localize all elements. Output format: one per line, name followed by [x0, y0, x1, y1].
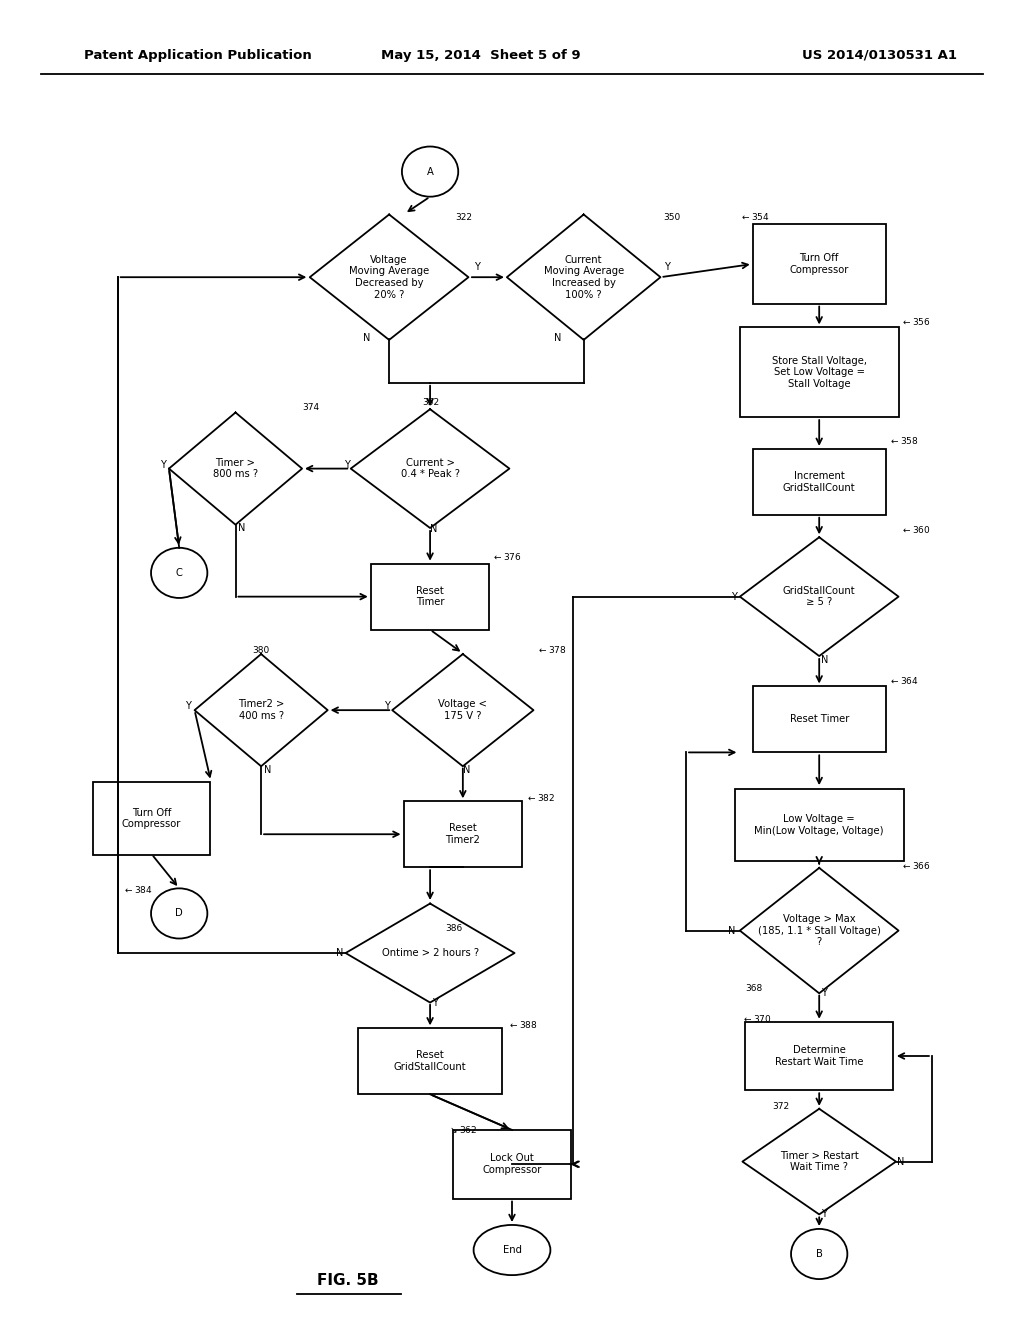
- Text: Reset
Timer2: Reset Timer2: [445, 824, 480, 845]
- Text: Timer2 >
400 ms ?: Timer2 > 400 ms ?: [238, 700, 285, 721]
- Text: C: C: [176, 568, 182, 578]
- Text: Y: Y: [432, 998, 438, 1008]
- Polygon shape: [350, 409, 510, 528]
- Ellipse shape: [152, 888, 207, 939]
- Ellipse shape: [791, 1229, 848, 1279]
- Text: Voltage > Max
(185, 1.1 * Stall Voltage)
?: Voltage > Max (185, 1.1 * Stall Voltage)…: [758, 913, 881, 948]
- Text: D: D: [175, 908, 183, 919]
- Text: Voltage <
175 V ?: Voltage < 175 V ?: [438, 700, 487, 721]
- Text: Determine
Restart Wait Time: Determine Restart Wait Time: [775, 1045, 863, 1067]
- Polygon shape: [195, 653, 328, 766]
- Text: N: N: [264, 764, 271, 775]
- Ellipse shape: [401, 147, 459, 197]
- Text: Increment
GridStallCount: Increment GridStallCount: [783, 471, 855, 492]
- Text: Current >
0.4 * Peak ?: Current > 0.4 * Peak ?: [400, 458, 460, 479]
- Text: Y: Y: [821, 987, 827, 998]
- Text: Y: Y: [474, 261, 480, 272]
- Text: FIG. 5B: FIG. 5B: [317, 1272, 379, 1288]
- FancyBboxPatch shape: [753, 224, 886, 304]
- Text: $\leftarrow$370: $\leftarrow$370: [742, 1014, 772, 1024]
- FancyBboxPatch shape: [453, 1130, 571, 1199]
- FancyBboxPatch shape: [403, 801, 522, 867]
- Text: End: End: [503, 1245, 521, 1255]
- Text: 350: 350: [664, 213, 681, 222]
- FancyBboxPatch shape: [371, 564, 489, 630]
- Text: 352: 352: [422, 397, 439, 407]
- Text: 374: 374: [302, 403, 319, 412]
- Text: Ontime > 2 hours ?: Ontime > 2 hours ?: [382, 948, 478, 958]
- FancyBboxPatch shape: [745, 1022, 893, 1090]
- Polygon shape: [392, 653, 534, 766]
- Text: Y: Y: [384, 701, 390, 711]
- Polygon shape: [739, 869, 899, 993]
- Text: Turn Off
Compressor: Turn Off Compressor: [790, 253, 849, 275]
- Text: $\leftarrow$356: $\leftarrow$356: [901, 317, 931, 327]
- Text: $\leftarrow$378: $\leftarrow$378: [537, 644, 566, 655]
- Text: Store Stall Voltage,
Set Low Voltage =
Stall Voltage: Store Stall Voltage, Set Low Voltage = S…: [772, 355, 866, 389]
- Text: Turn Off
Compressor: Turn Off Compressor: [122, 808, 181, 829]
- Text: Patent Application Publication: Patent Application Publication: [84, 49, 311, 62]
- Text: Y: Y: [664, 261, 670, 272]
- Text: Y: Y: [184, 701, 190, 711]
- Text: 380: 380: [252, 645, 269, 655]
- Text: $\leftarrow$388: $\leftarrow$388: [508, 1019, 538, 1030]
- Text: N: N: [554, 333, 561, 343]
- Text: $\leftarrow$366: $\leftarrow$366: [901, 861, 931, 871]
- Ellipse shape: [152, 548, 207, 598]
- Polygon shape: [742, 1109, 896, 1214]
- Text: US 2014/0130531 A1: US 2014/0130531 A1: [803, 49, 957, 62]
- FancyBboxPatch shape: [358, 1028, 502, 1094]
- FancyBboxPatch shape: [753, 449, 886, 515]
- Text: Low Voltage =
Min(Low Voltage, Voltage): Low Voltage = Min(Low Voltage, Voltage): [755, 814, 884, 836]
- Text: N: N: [336, 948, 343, 958]
- Text: A: A: [427, 166, 433, 177]
- Text: Current
Moving Average
Increased by
100% ?: Current Moving Average Increased by 100%…: [544, 255, 624, 300]
- Text: Reset
Timer: Reset Timer: [416, 586, 444, 607]
- Polygon shape: [507, 214, 660, 339]
- Text: N: N: [897, 1156, 904, 1167]
- Ellipse shape: [473, 1225, 551, 1275]
- Text: 386: 386: [445, 924, 463, 933]
- FancyBboxPatch shape: [739, 327, 899, 417]
- Text: $\leftarrow$376: $\leftarrow$376: [492, 552, 521, 562]
- FancyBboxPatch shape: [753, 686, 886, 752]
- Text: May 15, 2014  Sheet 5 of 9: May 15, 2014 Sheet 5 of 9: [382, 49, 581, 62]
- Text: N: N: [364, 333, 371, 343]
- Text: $\leftarrow$354: $\leftarrow$354: [740, 211, 770, 222]
- Text: Y: Y: [731, 591, 737, 602]
- Text: 368: 368: [745, 983, 763, 993]
- Text: 322: 322: [456, 213, 473, 222]
- Text: N: N: [430, 524, 437, 535]
- Text: GridStallCount
≥ 5 ?: GridStallCount ≥ 5 ?: [783, 586, 855, 607]
- Text: N: N: [238, 523, 245, 533]
- Text: Y: Y: [821, 1209, 827, 1220]
- Text: B: B: [816, 1249, 822, 1259]
- Text: Y: Y: [160, 459, 166, 470]
- Text: Timer >
800 ms ?: Timer > 800 ms ?: [213, 458, 258, 479]
- FancyBboxPatch shape: [92, 781, 211, 855]
- Text: N: N: [728, 925, 735, 936]
- Text: N: N: [821, 655, 828, 665]
- Text: Y: Y: [344, 459, 350, 470]
- Text: Lock Out
Compressor: Lock Out Compressor: [482, 1154, 542, 1175]
- Text: Reset Timer: Reset Timer: [790, 714, 849, 725]
- Text: Reset
GridStallCount: Reset GridStallCount: [394, 1051, 466, 1072]
- Polygon shape: [345, 903, 514, 1003]
- Text: Timer > Restart
Wait Time ?: Timer > Restart Wait Time ?: [780, 1151, 858, 1172]
- Polygon shape: [169, 412, 302, 524]
- Text: $\leftarrow$384: $\leftarrow$384: [123, 884, 153, 895]
- Text: $\leftarrow$382: $\leftarrow$382: [526, 792, 556, 803]
- Polygon shape: [309, 214, 469, 339]
- Text: $\searrow$362: $\searrow$362: [447, 1125, 477, 1135]
- Polygon shape: [739, 537, 899, 656]
- FancyBboxPatch shape: [735, 789, 904, 862]
- Text: $\leftarrow$364: $\leftarrow$364: [889, 676, 919, 686]
- Text: Voltage
Moving Average
Decreased by
20% ?: Voltage Moving Average Decreased by 20% …: [349, 255, 429, 300]
- Text: N: N: [463, 764, 470, 775]
- Text: $\leftarrow$360: $\leftarrow$360: [901, 524, 931, 535]
- Text: $\leftarrow$358: $\leftarrow$358: [889, 436, 919, 446]
- Text: 372: 372: [772, 1102, 790, 1111]
